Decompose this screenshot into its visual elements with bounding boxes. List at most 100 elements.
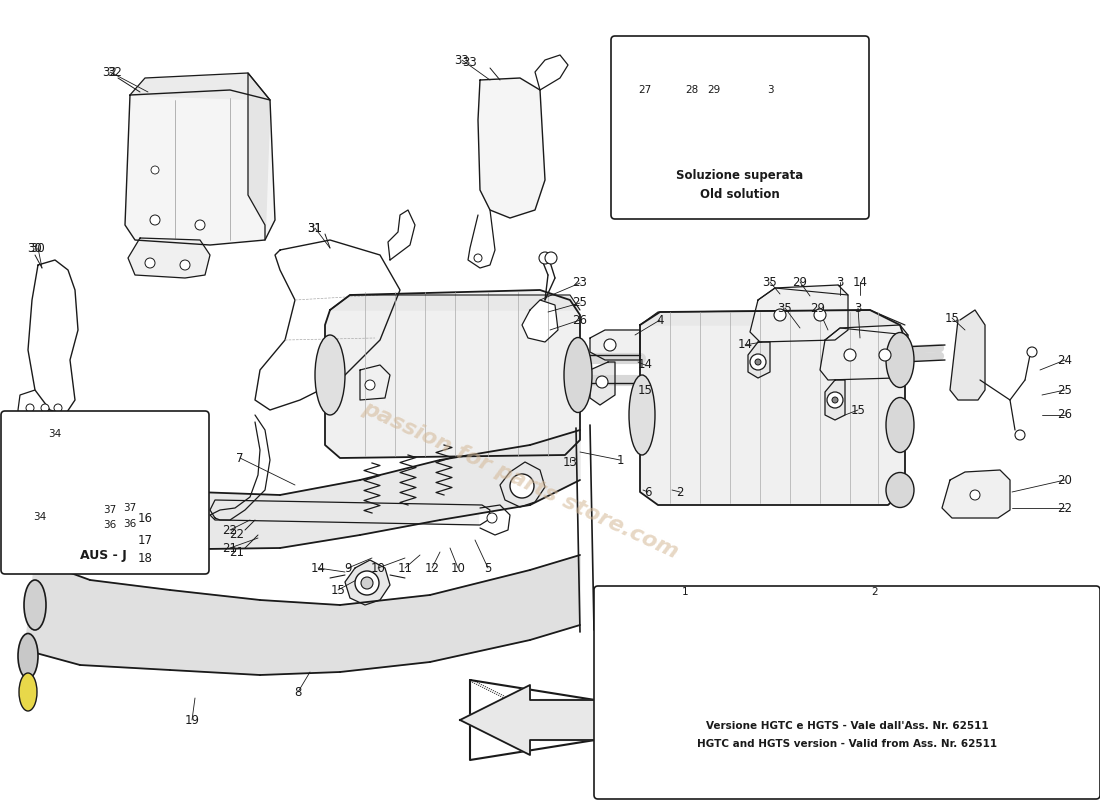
Ellipse shape <box>886 473 914 507</box>
Circle shape <box>510 474 534 498</box>
Polygon shape <box>950 310 984 400</box>
Text: 30: 30 <box>28 242 43 254</box>
Circle shape <box>195 220 205 230</box>
Text: 5: 5 <box>484 562 492 574</box>
Polygon shape <box>360 365 390 400</box>
Text: 3: 3 <box>767 85 773 95</box>
Text: 1: 1 <box>682 587 689 597</box>
Circle shape <box>355 571 380 595</box>
Circle shape <box>630 605 644 619</box>
Text: 2: 2 <box>871 587 878 597</box>
Polygon shape <box>28 260 78 415</box>
Text: 19: 19 <box>185 714 199 726</box>
Text: AUS - J: AUS - J <box>79 549 126 562</box>
Text: 20: 20 <box>1057 474 1072 486</box>
Text: 26: 26 <box>1057 409 1072 422</box>
Text: 31: 31 <box>308 222 322 234</box>
Circle shape <box>827 392 843 408</box>
Text: 34: 34 <box>33 512 46 522</box>
Text: 35: 35 <box>762 275 778 289</box>
Polygon shape <box>780 600 970 700</box>
Polygon shape <box>388 210 415 260</box>
Polygon shape <box>480 505 510 535</box>
Text: 14: 14 <box>852 275 868 289</box>
Polygon shape <box>728 88 838 100</box>
Polygon shape <box>640 310 905 325</box>
Text: 32: 32 <box>102 66 118 78</box>
Polygon shape <box>18 390 65 425</box>
Polygon shape <box>750 285 848 342</box>
Circle shape <box>690 111 700 121</box>
Circle shape <box>750 354 766 370</box>
Polygon shape <box>825 380 845 420</box>
Text: 21: 21 <box>230 546 244 558</box>
Text: 25: 25 <box>1057 383 1072 397</box>
FancyBboxPatch shape <box>1 411 209 574</box>
Polygon shape <box>125 90 275 245</box>
Text: 23: 23 <box>573 277 587 290</box>
Circle shape <box>954 619 966 631</box>
Ellipse shape <box>564 338 592 413</box>
Text: 8: 8 <box>295 686 301 698</box>
Circle shape <box>150 215 160 225</box>
Polygon shape <box>820 325 908 380</box>
Text: 28: 28 <box>685 85 698 95</box>
Text: 2: 2 <box>676 486 684 498</box>
Circle shape <box>182 559 188 565</box>
Circle shape <box>685 106 705 126</box>
Circle shape <box>755 359 761 365</box>
Polygon shape <box>324 290 580 458</box>
Text: 36: 36 <box>123 519 136 529</box>
Text: 29: 29 <box>792 275 807 289</box>
Text: 22: 22 <box>1057 502 1072 514</box>
Circle shape <box>596 376 608 388</box>
Circle shape <box>970 490 980 500</box>
Ellipse shape <box>19 673 37 711</box>
FancyBboxPatch shape <box>594 586 1100 799</box>
Circle shape <box>711 113 719 121</box>
Polygon shape <box>728 100 820 155</box>
Circle shape <box>844 349 856 361</box>
Polygon shape <box>942 470 1010 518</box>
Circle shape <box>1027 347 1037 357</box>
Circle shape <box>54 404 62 412</box>
Polygon shape <box>470 680 595 740</box>
Circle shape <box>786 602 813 628</box>
Circle shape <box>1015 430 1025 440</box>
Circle shape <box>948 613 972 637</box>
Text: HGTC and HGTS version - Valid from Ass. Nr. 62511: HGTC and HGTS version - Valid from Ass. … <box>697 739 997 749</box>
Text: 29: 29 <box>811 302 825 314</box>
Text: 33: 33 <box>463 55 477 69</box>
Circle shape <box>30 520 40 530</box>
Polygon shape <box>478 78 544 218</box>
Polygon shape <box>130 73 270 100</box>
Circle shape <box>487 513 497 523</box>
Text: 14: 14 <box>638 358 652 371</box>
Text: 4: 4 <box>657 314 663 326</box>
Polygon shape <box>128 238 210 278</box>
Text: 22: 22 <box>222 523 238 537</box>
Text: 37: 37 <box>103 505 117 515</box>
Circle shape <box>948 638 972 662</box>
Text: 10: 10 <box>451 562 465 574</box>
Ellipse shape <box>629 375 654 455</box>
Text: passion for parts store.com: passion for parts store.com <box>359 398 681 562</box>
Polygon shape <box>460 685 605 755</box>
Circle shape <box>365 380 375 390</box>
Circle shape <box>832 397 838 403</box>
Text: Versione HGTC e HGTS - Vale dall'Ass. Nr. 62511: Versione HGTC e HGTS - Vale dall'Ass. Nr… <box>706 721 988 731</box>
Polygon shape <box>210 415 270 520</box>
Circle shape <box>774 309 786 321</box>
Polygon shape <box>248 73 270 240</box>
Circle shape <box>30 505 40 515</box>
Ellipse shape <box>886 333 914 387</box>
Circle shape <box>604 339 616 351</box>
Polygon shape <box>820 88 838 155</box>
Polygon shape <box>470 680 595 740</box>
Polygon shape <box>25 555 580 675</box>
Text: 29: 29 <box>707 85 721 95</box>
Circle shape <box>151 166 160 174</box>
Circle shape <box>539 252 551 264</box>
Ellipse shape <box>24 580 46 630</box>
Text: 32: 32 <box>108 66 122 78</box>
